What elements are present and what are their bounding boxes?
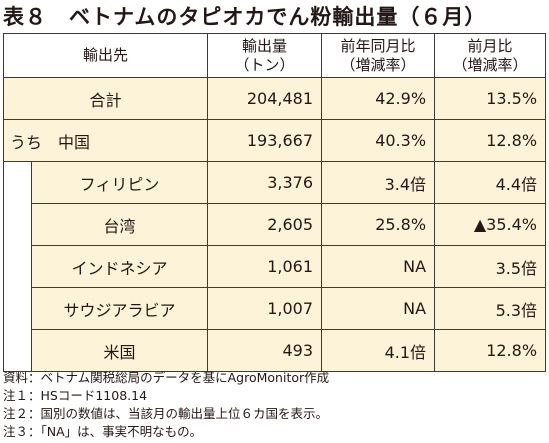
- row-name: 合計: [2, 77, 209, 120]
- row-yoy: 3.4倍: [321, 161, 436, 204]
- header-row: 輸出先 輸出量 （トン） 前年同月比 （増減率） 前月比 （増減率）: [2, 33, 547, 78]
- row-yoy: 40.3%: [321, 119, 436, 162]
- indent-cell: [3, 287, 32, 330]
- header-yoy: 前年同月比 （増減率）: [321, 33, 436, 78]
- note-1: 注１：HSコード1108.14: [3, 388, 148, 403]
- note-source: 資料：ベトナム関税総局のデータを基にAgroMonitor作成: [3, 370, 330, 385]
- row-mom: 3.5倍: [434, 245, 547, 288]
- row-yoy: 4.1倍: [321, 329, 436, 372]
- row-yoy: NA: [321, 287, 436, 330]
- row-name: サウジアラビア: [30, 287, 209, 330]
- row-name: 台湾: [30, 203, 209, 246]
- header-mom-line1: 前月比: [467, 36, 513, 55]
- table-row: フィリピン 3,376 3.4倍 4.4倍: [3, 161, 547, 204]
- row-mom: 13.5%: [434, 77, 547, 120]
- row-volume: 1,061: [207, 245, 323, 288]
- row-volume: 2,605: [207, 203, 323, 246]
- row-mom: 5.3倍: [434, 287, 547, 330]
- header-yoy-line1: 前年同月比: [340, 36, 416, 55]
- row-name: フィリピン: [30, 161, 209, 204]
- header-origin: 輸出先: [2, 33, 209, 78]
- row-yoy: 42.9%: [321, 77, 436, 120]
- row-name: 米国: [30, 329, 209, 372]
- table-row: インドネシア 1,061 NA 3.5倍: [3, 245, 547, 288]
- header-yoy-line2: （増減率）: [340, 55, 416, 74]
- header-volume: 輸出量 （トン）: [207, 33, 323, 78]
- row-mom: 4.4倍: [434, 161, 547, 204]
- indent-cell: [3, 203, 32, 246]
- row-volume: 3,376: [207, 161, 323, 204]
- header-volume-line2: （トン）: [234, 55, 295, 74]
- header-mom-line2: （増減率）: [452, 55, 528, 74]
- row-yoy: 25.8%: [321, 203, 436, 246]
- table-row: 合計 204,481 42.9% 13.5%: [2, 77, 547, 120]
- row-yoy: NA: [321, 245, 436, 288]
- header-volume-line1: 輸出量: [242, 36, 288, 55]
- table-row: サウジアラビア 1,007 NA 5.3倍: [3, 287, 547, 330]
- row-volume: 1,007: [207, 287, 323, 330]
- table-title: 表８ ベトナムのタピオカでん粉輸出量（６月）: [3, 5, 487, 29]
- row-mom: ▲35.4%: [434, 203, 547, 246]
- row-name: うち 中国: [2, 119, 209, 162]
- note-3: 注３：「NA」は、事実不明なもの。: [3, 424, 203, 439]
- notes: 資料：ベトナム関税総局のデータを基にAgroMonitor作成 注１：HSコード…: [3, 369, 329, 441]
- export-table: 輸出先 輸出量 （トン） 前年同月比 （増減率） 前月比 （増減率） 合計 20…: [2, 33, 547, 372]
- row-name: インドネシア: [30, 245, 209, 288]
- indent-cell: [3, 245, 32, 288]
- table-row: うち 中国 193,667 40.3% 12.8%: [2, 119, 547, 162]
- header-mom: 前月比 （増減率）: [434, 33, 547, 78]
- row-volume: 193,667: [207, 119, 323, 162]
- table-row: 米国 493 4.1倍 12.8%: [3, 329, 547, 372]
- indent-cell: [3, 329, 32, 372]
- indent-cell: [3, 161, 32, 204]
- note-2: 注２：国別の数値は、当該月の輸出量上位６カ国を表示。: [3, 406, 329, 421]
- row-volume: 204,481: [207, 77, 323, 120]
- table-row: 台湾 2,605 25.8% ▲35.4%: [3, 203, 547, 246]
- row-mom: 12.8%: [434, 329, 547, 372]
- row-mom: 12.8%: [434, 119, 547, 162]
- row-volume: 493: [207, 329, 323, 372]
